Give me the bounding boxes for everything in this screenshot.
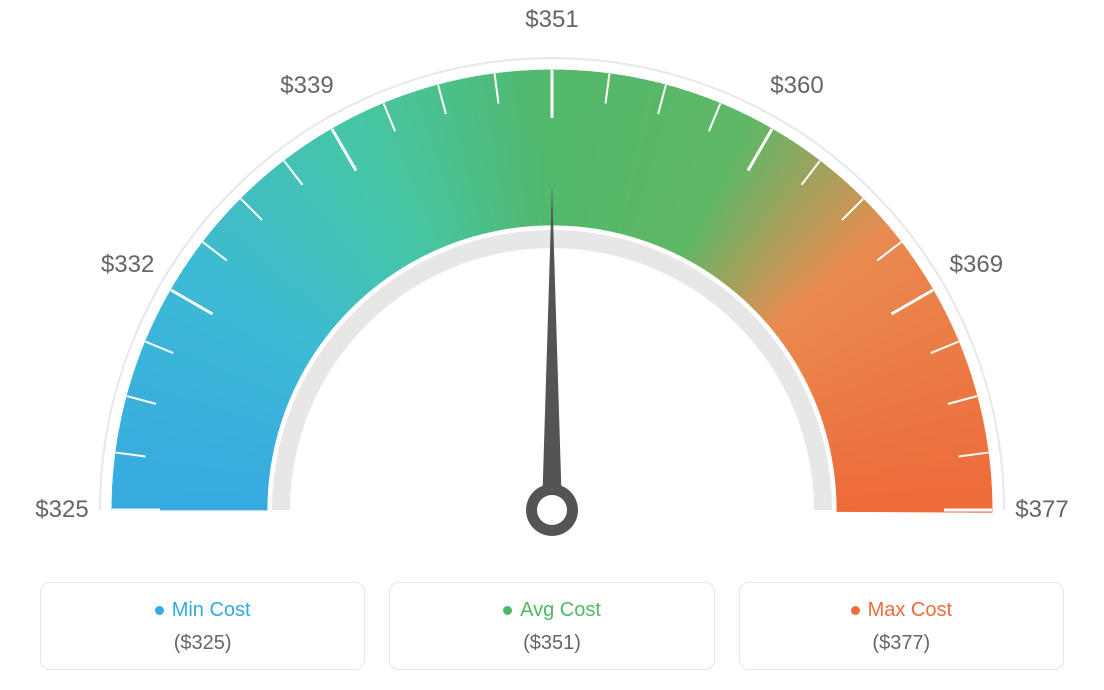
legend-value-min: ($325): [41, 632, 364, 655]
gauge-tick-label: $325: [35, 496, 88, 524]
gauge-tick-label: $351: [525, 6, 578, 34]
legend-label-avg: Avg Cost: [520, 599, 601, 622]
legend-value-avg: ($351): [390, 632, 713, 655]
gauge-svg: [0, 0, 1104, 560]
gauge-tick-label: $369: [950, 251, 1003, 279]
gauge-hub-inner: [537, 495, 567, 525]
legend-title-max: Max Cost: [851, 599, 952, 622]
gauge-chart: $325 $332 $339 $351 $360 $369 $377: [0, 0, 1104, 560]
legend-dot-avg: [503, 606, 512, 615]
legend-dot-max: [851, 606, 860, 615]
legend-row: Min Cost ($325) Avg Cost ($351) Max Cost…: [0, 582, 1104, 670]
gauge-tick-label: $339: [280, 72, 333, 100]
gauge-tick-label: $377: [1015, 496, 1068, 524]
legend-card-avg: Avg Cost ($351): [389, 582, 714, 670]
legend-label-min: Min Cost: [172, 599, 251, 622]
legend-dot-min: [155, 606, 164, 615]
gauge-tick-label: $360: [770, 72, 823, 100]
legend-title-min: Min Cost: [155, 599, 251, 622]
legend-title-avg: Avg Cost: [503, 599, 601, 622]
legend-value-max: ($377): [740, 632, 1063, 655]
gauge-tick-label: $332: [101, 251, 154, 279]
legend-card-max: Max Cost ($377): [739, 582, 1064, 670]
legend-card-min: Min Cost ($325): [40, 582, 365, 670]
legend-label-max: Max Cost: [868, 599, 952, 622]
